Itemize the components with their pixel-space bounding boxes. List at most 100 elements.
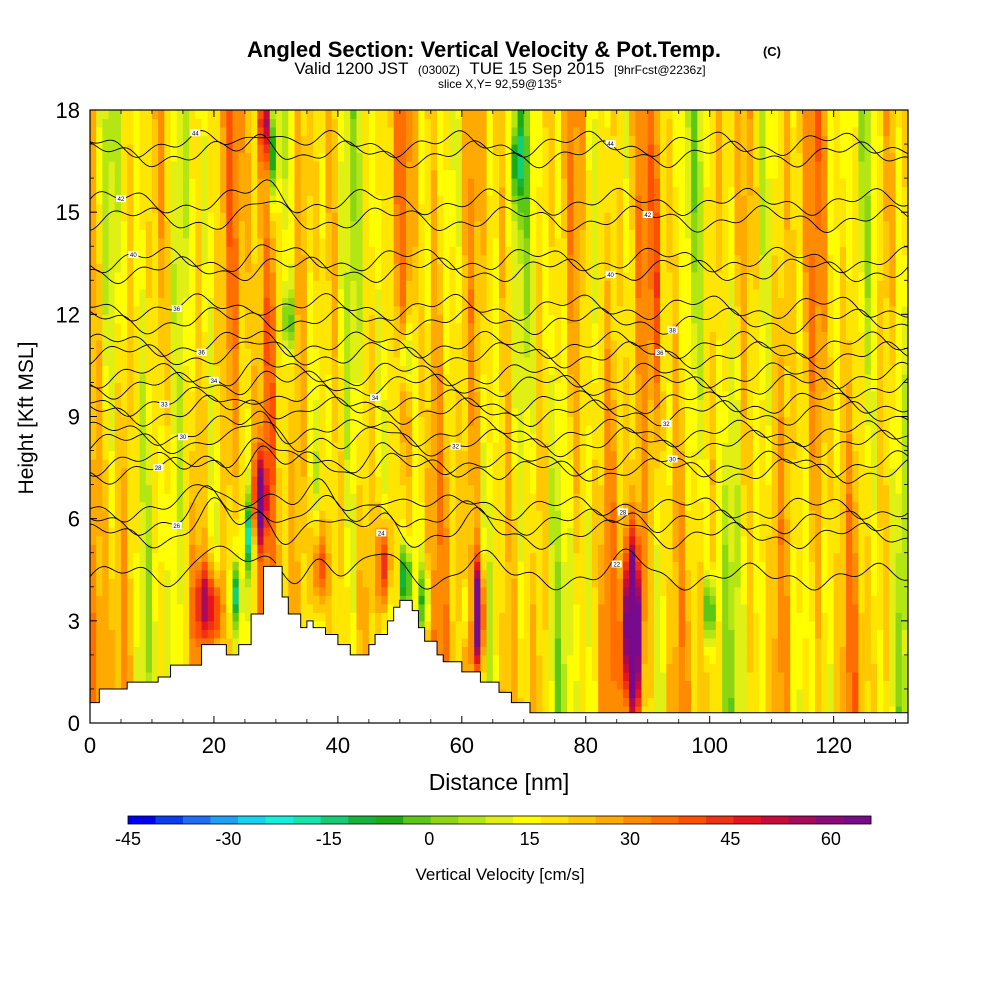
- velocity-cell: [449, 561, 457, 571]
- velocity-cell: [251, 425, 258, 435]
- velocity-cell: [288, 501, 296, 511]
- velocity-cell: [108, 161, 116, 171]
- velocity-cell: [238, 629, 246, 639]
- velocity-cell: [120, 382, 128, 392]
- velocity-cell: [399, 195, 407, 205]
- velocity-cell: [182, 518, 190, 528]
- velocity-cell: [182, 246, 190, 256]
- velocity-cell: [244, 322, 252, 332]
- velocity-cell: [517, 637, 525, 647]
- velocity-cell: [356, 416, 364, 426]
- velocity-cell: [151, 127, 159, 137]
- velocity-cell: [127, 356, 134, 367]
- velocity-cell: [145, 169, 153, 179]
- velocity-cell: [418, 339, 426, 349]
- velocity-cell: [244, 144, 252, 154]
- velocity-cell: [387, 348, 395, 358]
- velocity-cell: [492, 127, 500, 137]
- velocity-cell: [108, 288, 116, 298]
- velocity-cell: [257, 518, 265, 528]
- velocity-cell: [182, 501, 190, 511]
- velocity-cell: [213, 178, 221, 188]
- velocity-cell: [251, 152, 258, 162]
- velocity-cell: [486, 237, 494, 247]
- velocity-cell: [480, 518, 488, 528]
- velocity-cell: [275, 161, 283, 171]
- velocity-cell: [399, 382, 407, 392]
- velocity-cell: [468, 501, 475, 511]
- velocity-cell: [393, 476, 401, 486]
- velocity-cell: [164, 118, 172, 128]
- velocity-cell: [263, 356, 271, 367]
- velocity-cell: [151, 569, 159, 579]
- velocity-cell: [127, 195, 134, 205]
- velocity-cell: [195, 416, 203, 426]
- velocity-cell: [300, 552, 308, 562]
- velocity-cell: [220, 152, 227, 162]
- velocity-cell: [517, 680, 525, 690]
- velocity-cell: [306, 220, 314, 230]
- velocity-cell: [368, 271, 376, 281]
- velocity-cell: [368, 467, 376, 477]
- velocity-cell: [499, 484, 506, 494]
- velocity-cell: [182, 127, 190, 137]
- velocity-cell: [306, 348, 314, 358]
- velocity-cell: [275, 237, 283, 247]
- velocity-cell: [449, 144, 457, 154]
- velocity-cell: [331, 459, 339, 469]
- velocity-cell: [207, 178, 215, 188]
- velocity-cell: [424, 280, 432, 290]
- velocity-cell: [443, 484, 451, 494]
- velocity-cell: [269, 416, 277, 426]
- velocity-cell: [127, 135, 134, 145]
- velocity-cell: [468, 186, 475, 196]
- velocity-cell: [393, 578, 401, 588]
- velocity-cell: [189, 493, 196, 503]
- velocity-cell: [418, 390, 426, 401]
- velocity-cell: [220, 399, 227, 409]
- velocity-cell: [244, 425, 252, 435]
- velocity-cell: [90, 271, 97, 281]
- velocity-cell: [375, 280, 382, 290]
- velocity-cell: [350, 212, 358, 222]
- velocity-cell: [325, 527, 333, 537]
- velocity-cell: [207, 612, 215, 622]
- velocity-cell: [306, 297, 314, 307]
- velocity-cell: [443, 518, 451, 528]
- velocity-cell: [505, 569, 512, 579]
- velocity-cell: [362, 442, 370, 452]
- velocity-cell: [375, 595, 382, 605]
- velocity-cell: [331, 237, 339, 247]
- velocity-cell: [393, 229, 401, 239]
- velocity-cell: [195, 365, 203, 375]
- velocity-cell: [319, 161, 327, 171]
- velocity-cell: [139, 246, 147, 256]
- velocity-cell: [158, 646, 165, 656]
- velocity-cell: [511, 339, 519, 349]
- velocity-cell: [176, 629, 184, 639]
- velocity-cell: [189, 595, 196, 605]
- velocity-cell: [350, 280, 358, 290]
- velocity-cell: [350, 637, 358, 647]
- velocity-cell: [275, 407, 283, 418]
- velocity-cell: [511, 178, 519, 188]
- velocity-cell: [399, 527, 407, 537]
- velocity-cell: [151, 552, 159, 562]
- velocity-cell: [337, 416, 345, 426]
- velocity-cell: [486, 493, 494, 503]
- velocity-cell: [300, 578, 308, 588]
- velocity-cell: [282, 527, 289, 537]
- velocity-cell: [170, 152, 178, 162]
- velocity-cell: [226, 382, 234, 392]
- velocity-cell: [195, 527, 203, 537]
- velocity-cell: [455, 467, 463, 477]
- velocity-cell: [139, 365, 147, 375]
- velocity-cell: [412, 178, 420, 188]
- velocity-cell: [393, 484, 401, 494]
- velocity-cell: [362, 152, 370, 162]
- velocity-cell: [251, 135, 258, 145]
- velocity-cell: [226, 246, 234, 256]
- velocity-cell: [288, 186, 296, 196]
- velocity-cell: [133, 212, 141, 222]
- velocity-cell: [325, 246, 333, 256]
